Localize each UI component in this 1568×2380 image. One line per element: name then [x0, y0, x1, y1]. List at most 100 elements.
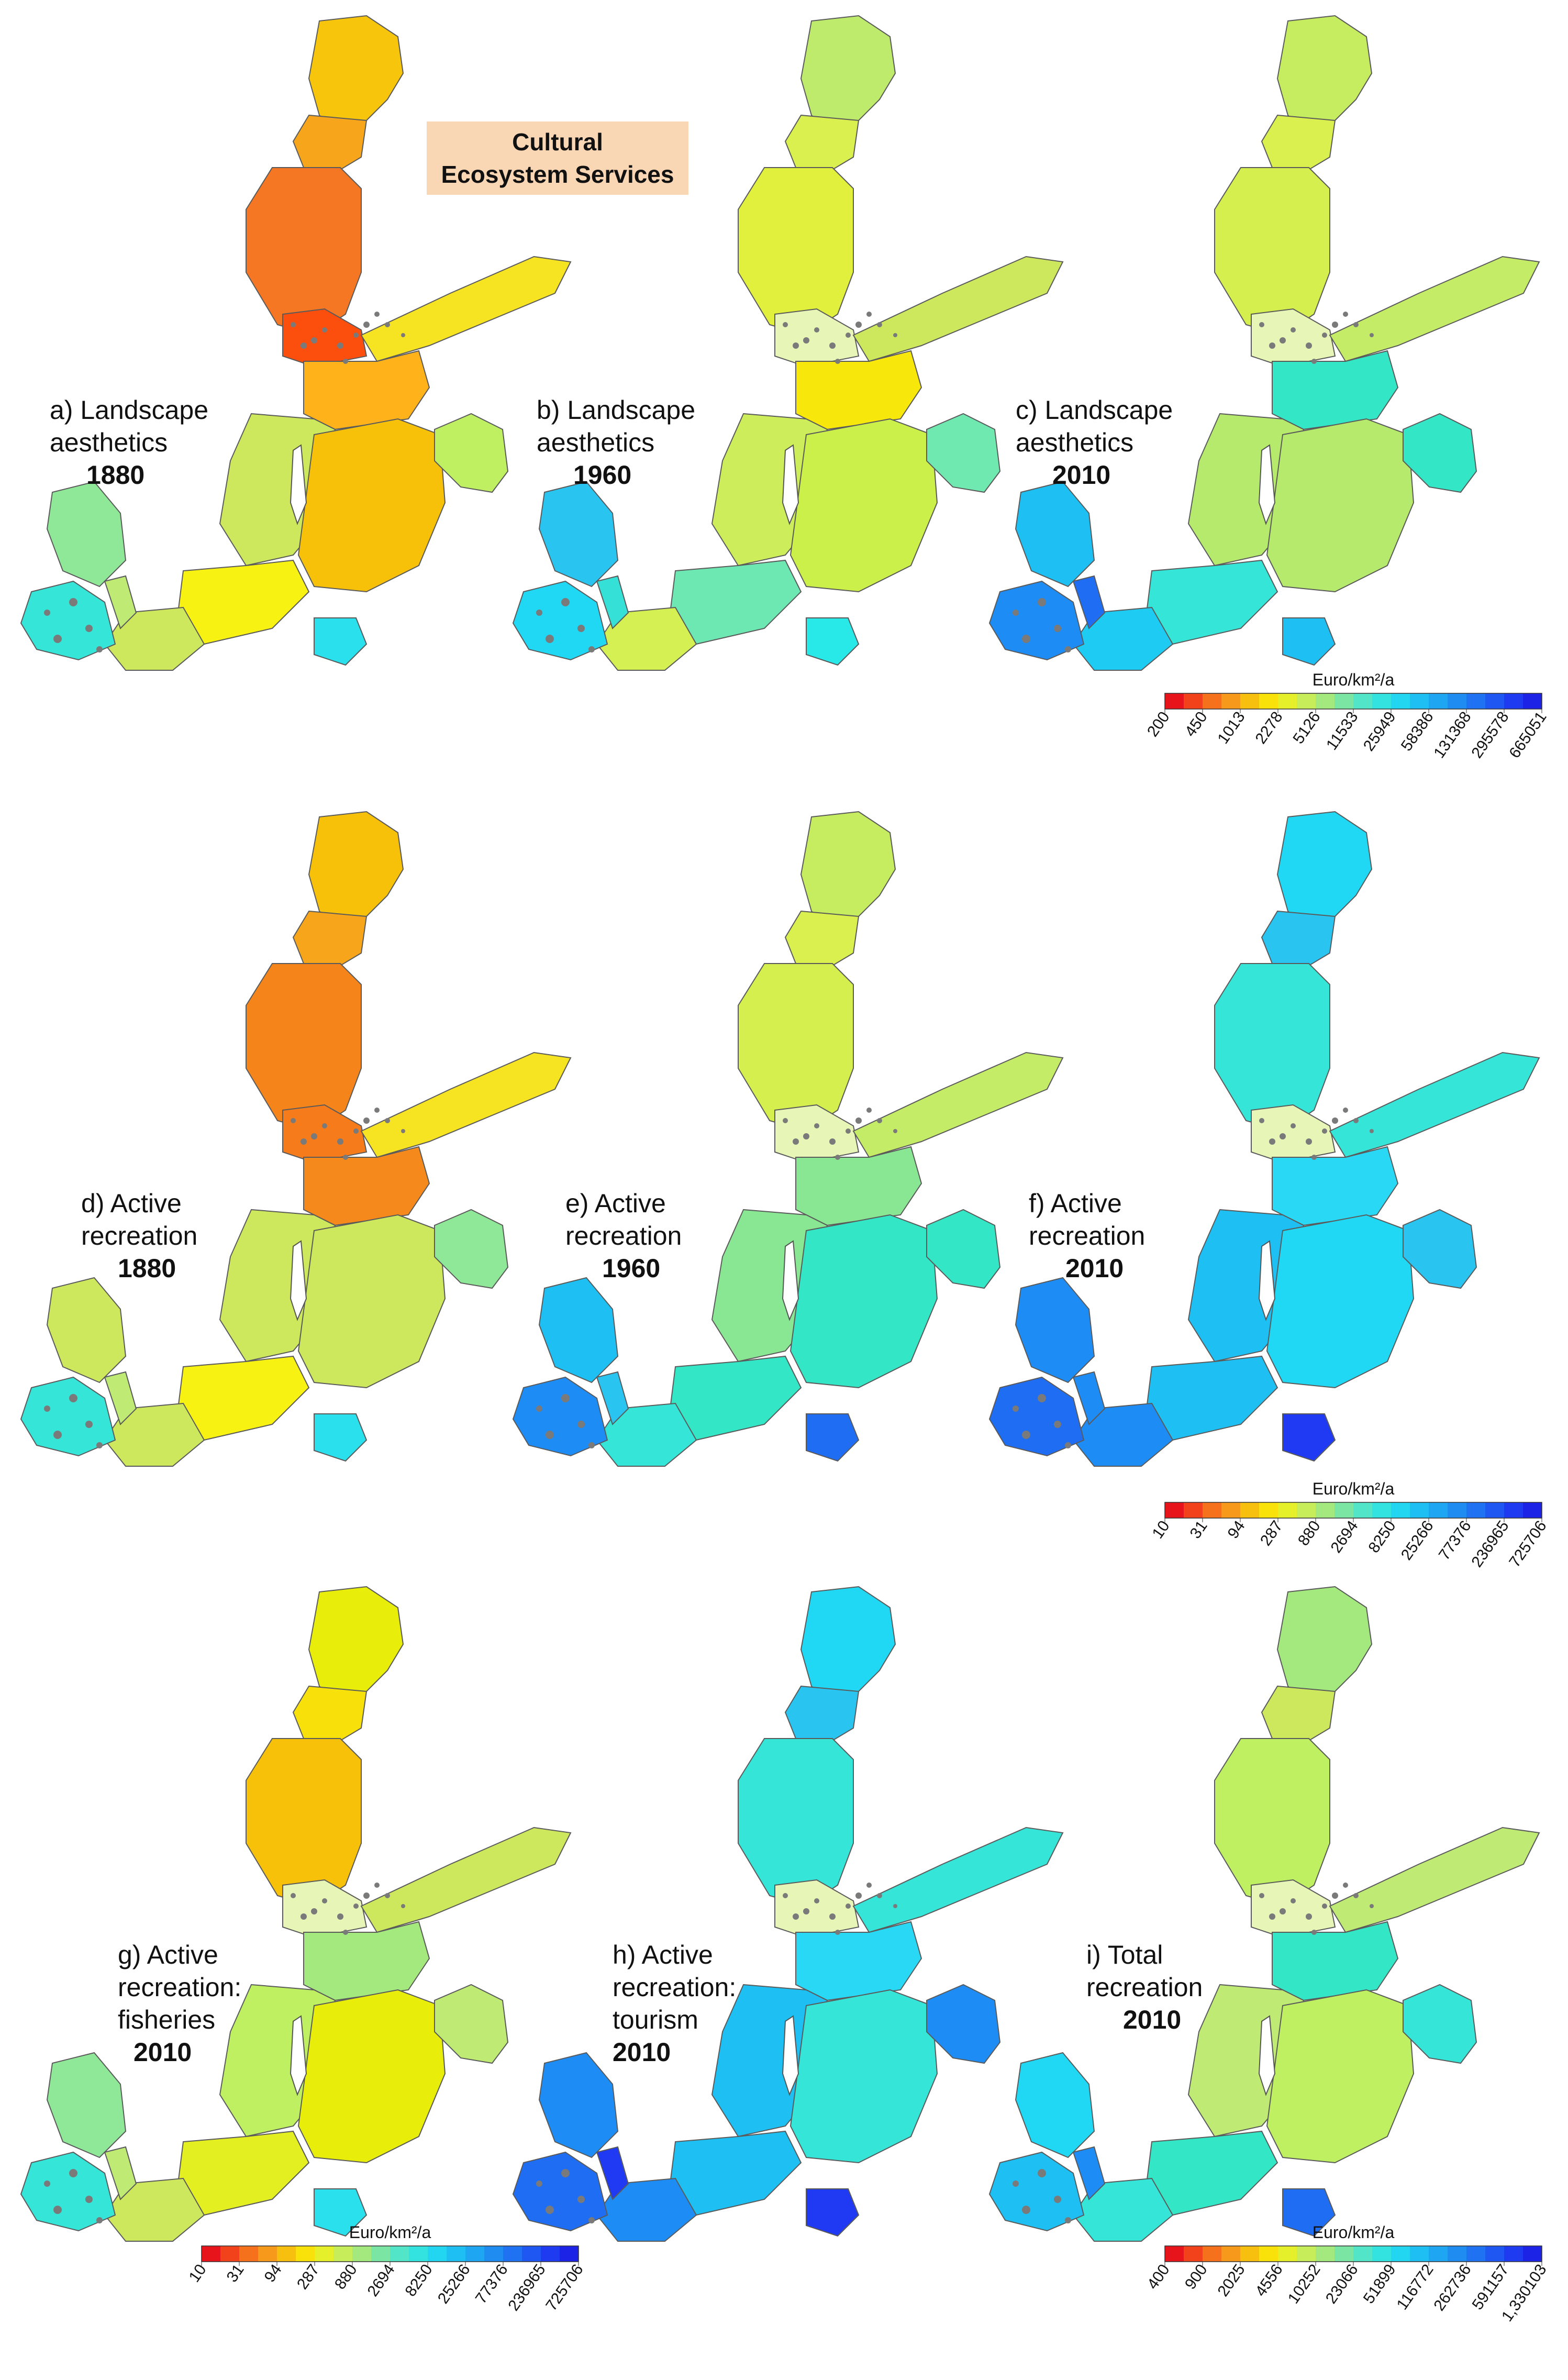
legend-swatch	[371, 2246, 391, 2262]
region-belt-sea	[512, 1376, 608, 1457]
region-eastern-gotland	[789, 418, 938, 593]
region-sound	[104, 575, 137, 629]
panel-f-title: f) Active recreation	[1029, 1189, 1146, 1250]
region-northern-baltic	[1272, 350, 1399, 430]
legend-swatch	[1165, 2246, 1184, 2262]
legend-swatch	[1297, 693, 1316, 709]
legend-landscape: Euro/km²/a 200 450 1013 2278 5126 11533 25949 5…	[1144, 670, 1550, 796]
legend-recreation-top-scale: 10 31 94 287 880 2694 825025266773762369657257…	[1149, 1502, 1550, 1570]
legend-tick-label: 665051	[1506, 709, 1550, 761]
legend-swatch	[1504, 2246, 1523, 2262]
legend-swatch	[1240, 2246, 1260, 2262]
legend-swatch	[1372, 2246, 1392, 2262]
legend-tick-label: 236965	[505, 2261, 549, 2314]
legend-swatch	[541, 2246, 560, 2262]
legend-swatch	[1391, 693, 1410, 709]
region-aland	[282, 1879, 368, 1939]
map-panel-a	[20, 15, 572, 671]
panel-label-i: i) Total recreation 2010	[1086, 1906, 1203, 2068]
region-gulf-of-finland	[360, 1051, 572, 1158]
legend-swatch	[258, 2246, 277, 2262]
legend-swatch	[1165, 1502, 1184, 1518]
legend-tick-label: 4556	[1252, 2261, 1286, 2300]
legend-recreation-bottom-scale: 10 31 94 287 880 2694 825025266773762369657257…	[186, 2245, 587, 2314]
legend-swatch	[522, 2246, 541, 2262]
legend-swatch	[1523, 693, 1542, 709]
legend-tick-label: 31	[1187, 1518, 1211, 1542]
region-bothnian-sea	[246, 963, 362, 1132]
region-bothnian-bay	[1276, 1586, 1373, 1703]
region-northern-baltic	[795, 1921, 922, 2001]
legend-swatch	[390, 2246, 409, 2262]
legend-swatch	[277, 2246, 296, 2262]
panel-e-year: 1960	[602, 1254, 661, 1283]
figure-title: Cultural Ecosystem Services	[427, 121, 688, 195]
region-gdansk	[806, 2188, 860, 2237]
region-bothnian-bay	[1276, 15, 1373, 132]
legend-swatch	[447, 2246, 466, 2262]
region-eastern-gotland	[789, 1989, 938, 2164]
legend-swatch	[333, 2246, 353, 2262]
legend-swatch	[484, 2246, 504, 2262]
legend-tick-label: 2025	[1214, 2261, 1248, 2300]
legend-swatch	[1259, 1502, 1278, 1518]
region-gulf-of-finland	[852, 256, 1064, 362]
region-gdansk	[1282, 1413, 1336, 1462]
legend-swatch	[1391, 1502, 1410, 1518]
panel-label-e: e) Active recreation 1960	[565, 1155, 682, 1317]
legend-swatch	[1335, 693, 1354, 709]
region-gulf-of-riga	[434, 413, 509, 493]
region-quark	[292, 1685, 368, 1745]
region-bothnian-sea	[246, 167, 362, 336]
region-kattegat	[1015, 481, 1095, 588]
region-gulf-of-riga	[926, 1209, 1001, 1289]
legend-swatch	[1504, 693, 1523, 709]
region-gdansk	[1282, 617, 1336, 666]
map-panel-h	[512, 1586, 1064, 2242]
panel-label-d: d) Active recreation 1880	[81, 1155, 197, 1317]
legend-swatch	[1485, 693, 1505, 709]
legend-swatch	[1335, 1502, 1354, 1518]
legend-swatch	[1485, 1502, 1505, 1518]
legend-swatch	[1448, 693, 1467, 709]
legend-swatch	[202, 2246, 221, 2262]
legend-tick-label: 880	[1295, 1518, 1324, 1549]
legend-recreation-top-unit: Euro/km²/a	[1312, 1479, 1395, 1498]
legend-swatch	[1240, 693, 1260, 709]
panel-h-year: 2010	[613, 2038, 671, 2067]
panel-label-g: g) Active recreation: fisheries 2010	[118, 1906, 241, 2101]
legend-swatch	[1184, 1502, 1203, 1518]
region-sound	[1072, 575, 1106, 629]
region-aland	[282, 308, 368, 368]
legend-tick-label: 880	[331, 2261, 361, 2293]
legend-swatch	[1165, 693, 1184, 709]
legend-total-scale: 400 900 2025 455610252230665189911677226273…	[1144, 2245, 1550, 2325]
legend-tick-label: 25949	[1360, 709, 1399, 754]
region-gulf-of-finland	[852, 1051, 1064, 1158]
legend-swatch	[1278, 2246, 1297, 2262]
region-eastern-gotland	[1266, 1214, 1415, 1389]
legend-tick-label: 77376	[1436, 1518, 1475, 1563]
region-gulf-of-finland	[1329, 1051, 1540, 1158]
region-bornholm	[1146, 2130, 1278, 2216]
panel-g-year: 2010	[134, 2038, 192, 2067]
region-gulf-of-riga	[926, 1984, 1001, 2064]
legend-swatch	[428, 2246, 447, 2262]
legend-tick-label: 295578	[1468, 709, 1512, 761]
legend-swatch	[1221, 693, 1241, 709]
legend-swatch	[1316, 693, 1335, 709]
region-quark	[292, 910, 368, 970]
legend-swatch	[1448, 1502, 1467, 1518]
region-aland	[282, 1104, 368, 1164]
map-panel-c	[988, 15, 1540, 671]
panel-h-title: h) Active recreation: tourism	[613, 1940, 737, 2034]
region-bornholm	[1146, 559, 1278, 645]
legend-tick-label: 77376	[472, 2261, 511, 2307]
region-gulf-of-finland	[852, 1826, 1064, 1933]
region-bornholm	[177, 559, 310, 645]
region-sound	[596, 575, 629, 629]
region-sound	[596, 2146, 629, 2200]
region-eastern-gotland	[297, 1989, 446, 2164]
region-belt-sea	[988, 580, 1085, 661]
panel-d-title: d) Active recreation	[81, 1189, 198, 1250]
